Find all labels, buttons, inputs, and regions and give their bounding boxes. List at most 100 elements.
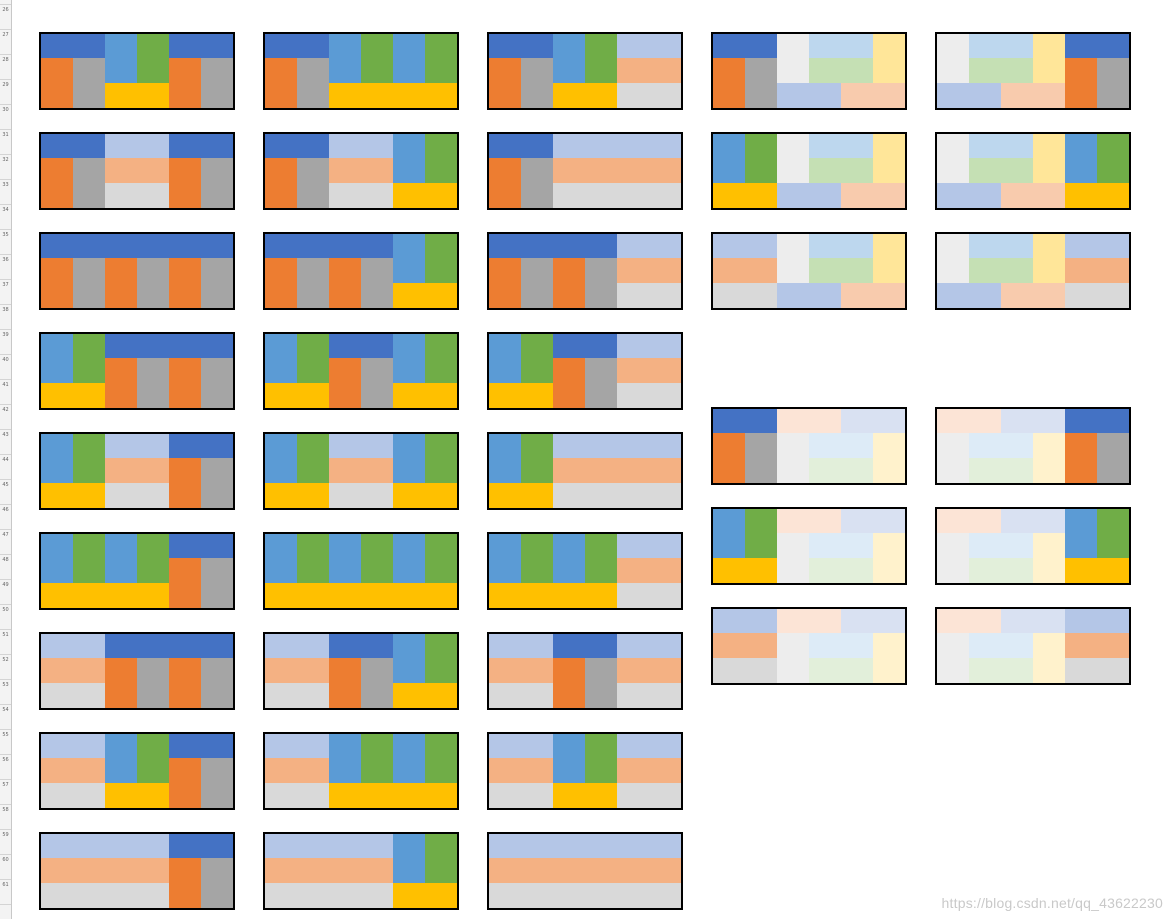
gold-bar: [265, 583, 329, 608]
pattern-block: [711, 232, 907, 310]
row-number[interactable]: 31: [0, 130, 11, 155]
green-column: [425, 734, 457, 783]
pattern-block: [39, 632, 235, 710]
row-number[interactable]: 28: [0, 55, 11, 80]
row-number[interactable]: 29: [0, 80, 11, 105]
lightorange-stripe: [265, 758, 329, 783]
row-number[interactable]: 38: [0, 305, 11, 330]
row-number[interactable]: 46: [0, 505, 11, 530]
row-number[interactable]: 42: [0, 405, 11, 430]
row-number[interactable]: 41: [0, 380, 11, 405]
navy-bar: [169, 634, 233, 658]
pattern-cell-a: [41, 134, 105, 208]
blue-column: [553, 534, 585, 583]
blue-column: [489, 334, 521, 383]
row-number[interactable]: 55: [0, 730, 11, 755]
faded-lavender-bar: [841, 409, 905, 433]
row-number[interactable]: 50: [0, 605, 11, 630]
faded-green-block: [809, 458, 873, 483]
pattern-cell-a: [489, 134, 553, 208]
row-number[interactable]: 27: [0, 30, 11, 55]
row-number[interactable]: 49: [0, 580, 11, 605]
pattern-cell-a: [169, 134, 233, 208]
blue-column: [393, 434, 425, 483]
pale-green-block: [809, 58, 873, 83]
faded-blue-block: [969, 633, 1033, 658]
lavender-bar: [777, 283, 841, 308]
pattern-cell-b: [553, 734, 617, 808]
pattern-cell-b: [393, 634, 457, 708]
lightblue-stripe: [41, 634, 105, 658]
gold-bar: [41, 583, 105, 608]
lightgray-stripe: [489, 683, 553, 708]
peach-bar: [841, 283, 905, 308]
faded-lavender-bar: [1001, 609, 1065, 633]
faded-peach-bar: [777, 409, 841, 433]
gold-bar: [393, 183, 457, 208]
row-number[interactable]: 35: [0, 230, 11, 255]
row-number[interactable]: 45: [0, 480, 11, 505]
row-number[interactable]: 34: [0, 205, 11, 230]
row-number[interactable]: 36: [0, 255, 11, 280]
row-number[interactable]: 37: [0, 280, 11, 305]
lightgray-stripe: [265, 883, 329, 908]
row-number[interactable]: 47: [0, 530, 11, 555]
row-number[interactable]: 32: [0, 155, 11, 180]
pattern-cell-a: [713, 409, 777, 483]
gray-column: [361, 258, 393, 308]
pattern-cell-b: [105, 34, 169, 108]
pattern-cell-b: [105, 734, 169, 808]
orange-column: [169, 458, 201, 508]
lightblue-stripe: [105, 834, 169, 858]
pattern-cell-c: [265, 634, 329, 708]
row-number[interactable]: 43: [0, 430, 11, 455]
pattern-cell-c: [265, 834, 329, 908]
row-number[interactable]: 51: [0, 630, 11, 655]
pattern-block: [263, 832, 459, 910]
row-number[interactable]: 58: [0, 805, 11, 830]
lavender-bar: [937, 183, 1001, 208]
pattern-block: [711, 132, 907, 210]
pattern-cell-b: [393, 734, 457, 808]
gold-bar: [393, 283, 457, 308]
row-number[interactable]: 60: [0, 855, 11, 880]
pattern-cell-c: [41, 834, 105, 908]
row-number[interactable]: 48: [0, 555, 11, 580]
lightblue-stripe: [713, 609, 777, 633]
row-number[interactable]: 59: [0, 830, 11, 855]
lightgray-stripe: [617, 283, 681, 308]
pattern-cell-b: [329, 534, 393, 608]
pattern-block: [39, 732, 235, 810]
row-number[interactable]: 44: [0, 455, 11, 480]
lightorange-stripe: [713, 258, 777, 283]
row-number[interactable]: 57: [0, 780, 11, 805]
green-column: [745, 509, 777, 558]
row-number[interactable]: 40: [0, 355, 11, 380]
row-number[interactable]: 56: [0, 755, 11, 780]
navy-bar: [169, 234, 233, 258]
lightgray-stripe: [553, 183, 617, 208]
row-number[interactable]: 52: [0, 655, 11, 680]
blue-column: [265, 334, 297, 383]
row-number[interactable]: 30: [0, 105, 11, 130]
wide-pattern: [937, 134, 1065, 208]
row-number[interactable]: 33: [0, 180, 11, 205]
lightblue-stripe: [617, 234, 681, 258]
row-number[interactable]: 54: [0, 705, 11, 730]
blue-column: [393, 534, 425, 583]
pattern-cell-a: [553, 234, 617, 308]
pattern-cell-a: [169, 334, 233, 408]
row-number[interactable]: 39: [0, 330, 11, 355]
faded-blue-block: [809, 433, 873, 458]
gray-column: [1097, 58, 1129, 108]
row-number[interactable]: 53: [0, 680, 11, 705]
lightgray-stripe: [105, 483, 169, 508]
row-number[interactable]: 26: [0, 5, 11, 30]
lightgray-stripe: [105, 183, 169, 208]
orange-column: [41, 58, 73, 108]
row-number[interactable]: 61: [0, 880, 11, 905]
blue-column: [713, 134, 745, 183]
row-number[interactable]: 25: [0, 0, 11, 5]
pattern-cell-a: [169, 734, 233, 808]
pattern-block: [487, 232, 683, 310]
